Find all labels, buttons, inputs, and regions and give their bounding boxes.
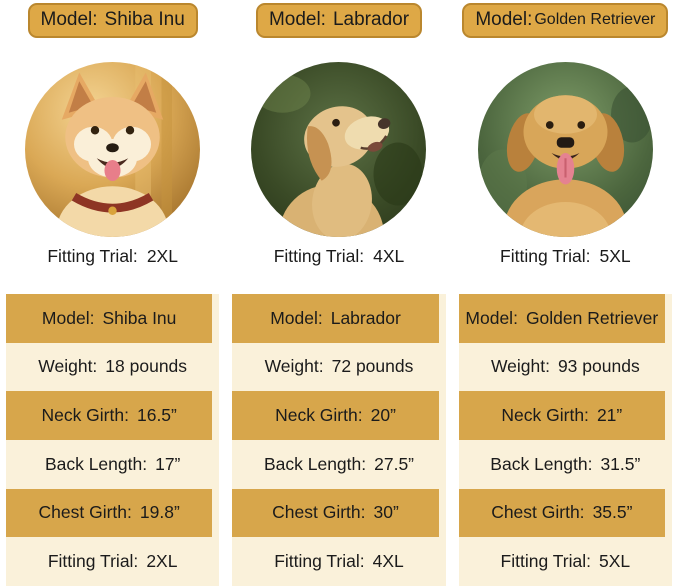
row-value: Labrador [330, 307, 401, 328]
table-row: Model: Shiba Inu [6, 293, 213, 343]
table-row: Model: Labrador [232, 293, 439, 343]
table-row: Fitting Trial: 5XL [459, 537, 672, 586]
model-badge: Model: Golden Retriever [462, 3, 669, 38]
table-row: Back Length: 17” [6, 440, 219, 489]
table-row: Neck Girth: 20” [232, 391, 439, 440]
row-value: 30” [373, 502, 399, 523]
row-label: Fitting Trial: [274, 551, 365, 572]
row-value: 2XL [146, 551, 178, 572]
golden-retriever-photo [477, 61, 653, 237]
row-value: 20” [370, 405, 396, 426]
fitting-trial-label: Fitting Trial: [500, 246, 591, 267]
table-row: Weight: 18 pounds [6, 343, 219, 392]
table-row: Neck Girth: 21” [458, 391, 665, 440]
table-row: Back Length: 31.5” [459, 440, 672, 489]
column-labrador: Model: Labrador [232, 0, 446, 586]
row-value: 72 pounds [331, 356, 414, 377]
row-value: 4XL [372, 551, 404, 572]
model-badge-name: Labrador [332, 9, 410, 31]
row-label: Back Length: [263, 453, 367, 474]
shiba-inu-photo [25, 61, 201, 237]
model-badge-label: Model: [268, 9, 326, 31]
row-value: 93 pounds [557, 356, 640, 377]
row-value: 31.5” [600, 453, 641, 474]
row-value: 35.5” [592, 502, 633, 523]
row-label: Neck Girth: [501, 405, 589, 426]
table-row: Weight: 93 pounds [459, 343, 672, 392]
table-row: Fitting Trial: 2XL [6, 537, 219, 586]
model-badge: Model: Labrador [255, 3, 423, 38]
row-label: Chest Girth: [272, 502, 366, 523]
row-value: 27.5” [374, 453, 415, 474]
spec-table: Model: Shiba Inu Weight: 18 pounds Neck … [6, 293, 220, 586]
fitting-trial-value: 2XL [146, 246, 178, 267]
table-row: Fitting Trial: 4XL [232, 537, 445, 586]
column-golden-retriever: Model: Golden Retriever [458, 0, 672, 586]
table-row: Chest Girth: 30” [232, 488, 439, 538]
row-value: Golden Retriever [525, 307, 659, 328]
table-row: Chest Girth: 19.8” [6, 488, 213, 538]
spec-table: Model: Labrador Weight: 72 pounds Neck G… [232, 293, 446, 586]
row-label: Model: [465, 307, 518, 328]
row-label: Chest Girth: [38, 502, 132, 523]
column-shiba-inu: Model: Shiba Inu [6, 0, 220, 586]
row-label: Weight: [490, 356, 550, 377]
table-row: Neck Girth: 16.5” [6, 391, 213, 440]
model-badge-label: Model: [40, 9, 98, 31]
labrador-photo [251, 61, 427, 237]
row-label: Neck Girth: [275, 405, 363, 426]
row-label: Weight: [264, 356, 324, 377]
row-label: Model: [41, 307, 95, 328]
model-badge-name: Golden Retriever [534, 11, 656, 29]
table-row: Chest Girth: 35.5” [458, 488, 665, 538]
row-value: 18 pounds [105, 356, 188, 377]
table-row: Back Length: 27.5” [232, 440, 445, 489]
row-label: Fitting Trial: [47, 551, 139, 572]
fitting-trial-value: 5XL [599, 246, 631, 267]
row-value: 17” [155, 453, 181, 474]
row-label: Fitting Trial: [500, 551, 591, 572]
row-label: Weight: [38, 356, 98, 377]
row-value: 16.5” [136, 405, 177, 426]
row-label: Model: [270, 307, 323, 328]
row-label: Chest Girth: [491, 502, 585, 523]
row-value: 21” [596, 405, 623, 426]
row-label: Back Length: [44, 453, 148, 474]
row-value: 19.8” [139, 502, 180, 523]
spec-table: Model: Golden Retriever Weight: 93 pound… [458, 293, 672, 586]
table-row: Weight: 72 pounds [232, 343, 445, 392]
fitting-trial-label: Fitting Trial: [273, 246, 365, 267]
fitting-trial-label: Fitting Trial: [47, 246, 138, 267]
fitting-trial-caption: Fitting Trial: 5XL [500, 246, 631, 268]
row-label: Back Length: [490, 453, 593, 474]
row-label: Neck Girth: [41, 405, 129, 426]
fitting-trial-value: 4XL [373, 246, 405, 267]
row-value: Shiba Inu [102, 307, 177, 328]
model-badge-name: Shiba Inu [104, 9, 185, 31]
table-row: Model: Golden Retriever [458, 293, 665, 343]
fitting-trial-caption: Fitting Trial: 4XL [274, 246, 405, 268]
row-value: 5XL [598, 551, 631, 572]
model-badge: Model: Shiba Inu [27, 3, 198, 38]
fitting-trial-caption: Fitting Trial: 2XL [47, 246, 178, 268]
model-badge-label: Model: [475, 9, 533, 31]
